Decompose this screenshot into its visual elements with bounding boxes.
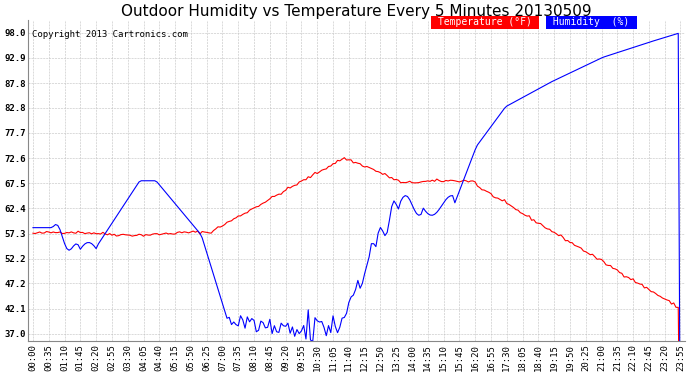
Text: Copyright 2013 Cartronics.com: Copyright 2013 Cartronics.com [32,30,188,39]
Title: Outdoor Humidity vs Temperature Every 5 Minutes 20130509: Outdoor Humidity vs Temperature Every 5 … [121,4,592,19]
Text: Humidity  (%): Humidity (%) [547,17,635,27]
Text: Temperature (°F): Temperature (°F) [432,17,538,27]
